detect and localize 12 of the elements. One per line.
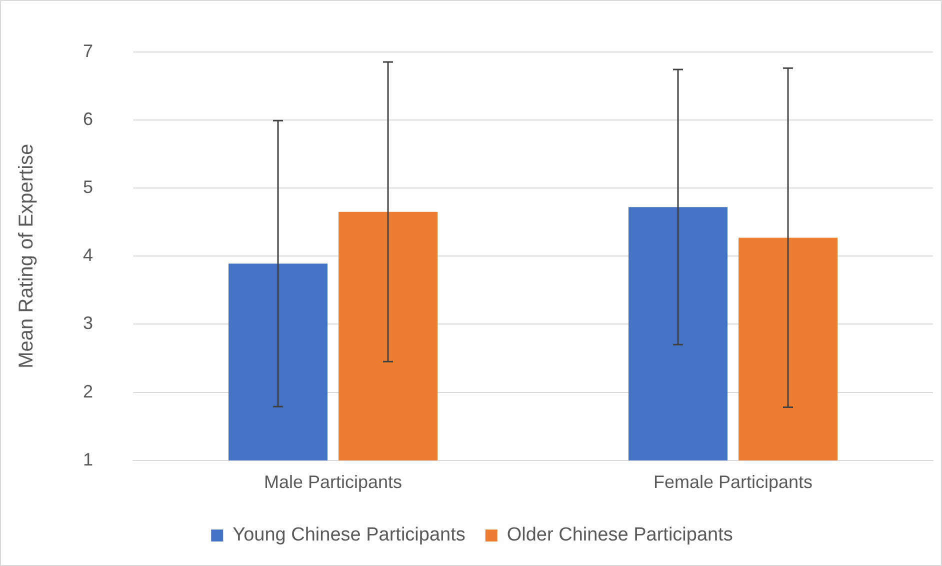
y-tick-label: 1 — [82, 449, 94, 470]
y-tick-label: 2 — [82, 381, 94, 402]
y-tick-label: 3 — [82, 313, 94, 334]
y-tick-label: 6 — [82, 108, 94, 129]
y-tick-label: 7 — [82, 40, 94, 61]
y-axis-title: Mean Rating of Expertise — [16, 144, 38, 368]
x-tick-label: Female Participants — [653, 472, 813, 492]
y-tick-label: 5 — [82, 176, 94, 197]
x-tick-label: Male Participants — [264, 472, 402, 492]
legend-label: Young Chinese Participants — [232, 524, 466, 546]
y-tick-label: 4 — [82, 245, 94, 266]
legend-label: Older Chinese Participants — [506, 524, 733, 546]
